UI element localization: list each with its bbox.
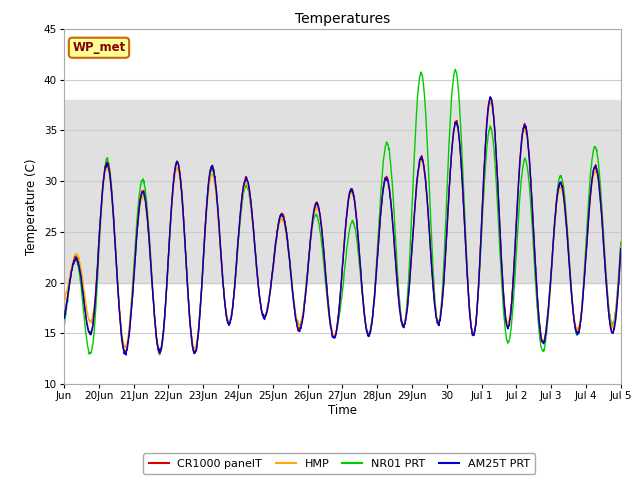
Legend: CR1000 panelT, HMP, NR01 PRT, AM25T PRT: CR1000 panelT, HMP, NR01 PRT, AM25T PRT: [143, 453, 536, 474]
NR01 PRT: [452, 66, 460, 72]
HMP: [486, 98, 494, 104]
HMP: [60, 297, 68, 303]
AM25T PRT: [328, 333, 336, 339]
CR1000 panelT: [611, 324, 618, 330]
NR01 PRT: [156, 352, 164, 358]
NR01 PRT: [60, 325, 68, 331]
NR01 PRT: [474, 290, 482, 296]
CR1000 panelT: [60, 315, 68, 321]
CR1000 panelT: [486, 95, 494, 100]
AM25T PRT: [122, 352, 130, 358]
AM25T PRT: [60, 316, 68, 322]
Line: NR01 PRT: NR01 PRT: [64, 69, 621, 355]
Bar: [64, 100, 621, 283]
HMP: [156, 347, 163, 352]
HMP: [317, 228, 325, 234]
Line: CR1000 panelT: CR1000 panelT: [64, 97, 621, 353]
Text: WP_met: WP_met: [72, 41, 125, 54]
CR1000 panelT: [147, 265, 155, 271]
AM25T PRT: [611, 326, 618, 332]
Y-axis label: Temperature (C): Temperature (C): [25, 158, 38, 255]
Line: HMP: HMP: [64, 101, 621, 349]
CR1000 panelT: [474, 292, 482, 298]
NR01 PRT: [317, 240, 325, 246]
NR01 PRT: [556, 173, 564, 179]
X-axis label: Time: Time: [328, 404, 357, 417]
CR1000 panelT: [317, 224, 325, 229]
AM25T PRT: [617, 246, 625, 252]
Line: AM25T PRT: AM25T PRT: [64, 97, 621, 355]
AM25T PRT: [486, 94, 494, 100]
AM25T PRT: [474, 295, 482, 301]
HMP: [474, 295, 482, 301]
CR1000 panelT: [328, 329, 336, 335]
NR01 PRT: [611, 317, 618, 323]
AM25T PRT: [556, 181, 564, 187]
Title: Temperatures: Temperatures: [295, 12, 390, 26]
AM25T PRT: [317, 225, 325, 231]
HMP: [617, 243, 625, 249]
HMP: [147, 266, 155, 272]
CR1000 panelT: [556, 180, 564, 186]
HMP: [556, 184, 564, 190]
NR01 PRT: [328, 329, 336, 335]
HMP: [328, 330, 336, 336]
AM25T PRT: [148, 270, 156, 276]
HMP: [611, 321, 618, 326]
NR01 PRT: [617, 239, 625, 245]
CR1000 panelT: [617, 246, 625, 252]
CR1000 panelT: [155, 350, 163, 356]
NR01 PRT: [147, 259, 155, 264]
